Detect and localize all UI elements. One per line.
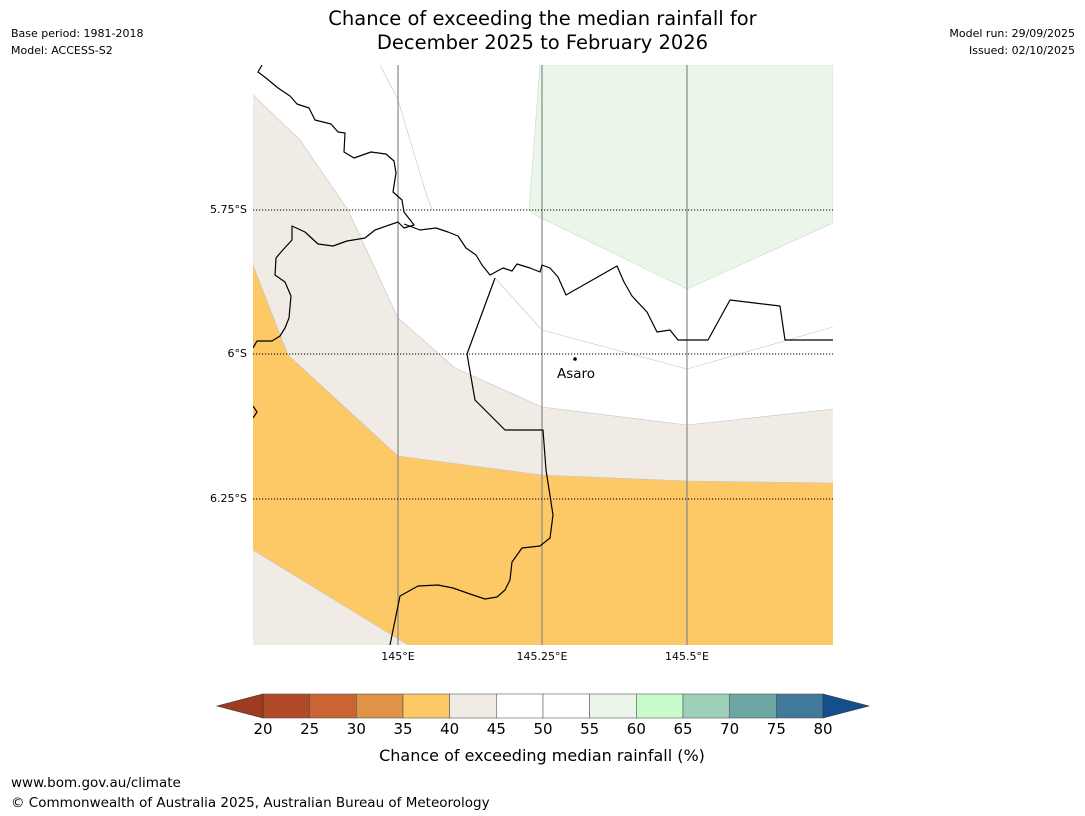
asaro-label: Asaro [557, 366, 595, 382]
colorbar-tick-label: 55 [580, 720, 599, 738]
meridian-lines [397, 65, 688, 645]
lat-label-5-75: 5.75°S [210, 203, 247, 216]
page-title: Chance of exceeding the median rainfall … [0, 7, 1085, 55]
colorbar-segment [309, 693, 357, 719]
colorbar-tick-label: 40 [440, 720, 459, 738]
colorbar-tick-label: 70 [720, 720, 739, 738]
model-info: Base period: 1981-2018 Model: ACCESS-S2 [11, 25, 143, 59]
colorbar-tick-label: 60 [627, 720, 646, 738]
lat-label-6-25: 6.25°S [210, 492, 247, 505]
issued-date: Issued: 02/10/2025 [968, 44, 1075, 57]
colorbar-tick-label: 75 [767, 720, 786, 738]
colorbar-over-arrow [822, 693, 871, 719]
colorbar: 20 25 30 35 40 45 50 55 60 65 70 75 80 Chance of exc… [215, 693, 871, 765]
colorbar-tick-label: 65 [673, 720, 692, 738]
colorbar-segment [776, 693, 824, 719]
colorbar-segments [262, 693, 824, 719]
colorbar-tick-label: 35 [393, 720, 412, 738]
colorbar-segment [589, 693, 637, 719]
colorbar-segment [402, 693, 450, 719]
colorbar-segment [262, 693, 310, 719]
forecast-map: Asaro 5.75°S 6°S 6.25°S 145°E 145.25°E 1… [210, 65, 833, 663]
lon-label-145: 145°E [381, 650, 414, 663]
asaro-marker [573, 357, 577, 361]
colorbar-tick-label: 45 [487, 720, 506, 738]
colorbar-label: Chance of exceeding median rainfall (%) [379, 746, 705, 765]
model-name: Model: ACCESS-S2 [11, 44, 113, 57]
colorbar-segment [496, 693, 544, 719]
colorbar-under-arrow [215, 693, 264, 719]
title-line-1: Chance of exceeding the median rainfall … [328, 7, 757, 30]
lon-label-145-25: 145.25°E [517, 650, 568, 663]
base-period: Base period: 1981-2018 [11, 27, 144, 40]
colorbar-ticks: 20 25 30 35 40 45 50 55 60 65 70 75 80 [253, 720, 832, 738]
colorbar-segment [356, 693, 404, 719]
colorbar-tick-label: 25 [300, 720, 319, 738]
title-line-2: December 2025 to February 2026 [376, 31, 709, 54]
lon-label-145-5: 145.5°E [665, 650, 709, 663]
model-run-date: Model run: 29/09/2025 [949, 27, 1075, 40]
colorbar-segment [542, 693, 590, 719]
boundary-lines [253, 65, 833, 645]
lat-label-6: 6°S [228, 347, 247, 360]
copyright-text: © Commonwealth of Australia 2025, Austra… [11, 795, 490, 811]
colorbar-segment [449, 693, 497, 719]
parallel-lines [253, 209, 833, 500]
colorbar-tick-label: 20 [253, 720, 272, 738]
colorbar-tick-label: 50 [533, 720, 552, 738]
colorbar-tick-label: 80 [813, 720, 832, 738]
run-info: Model run: 29/09/2025 Issued: 02/10/2025 [949, 25, 1075, 59]
colorbar-segment [682, 693, 730, 719]
website-link[interactable]: www.bom.gov.au/climate [11, 775, 181, 791]
colorbar-tick-label: 30 [347, 720, 366, 738]
colorbar-segment [636, 693, 684, 719]
colorbar-segment [729, 693, 777, 719]
